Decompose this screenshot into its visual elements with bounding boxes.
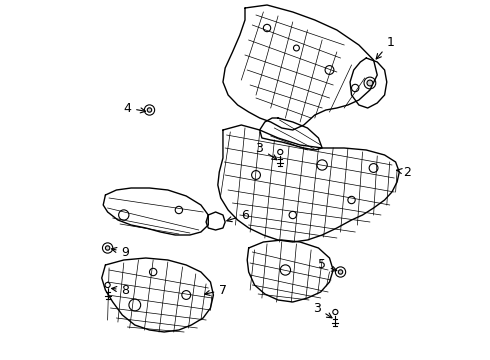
Text: 1: 1 <box>376 36 394 59</box>
Circle shape <box>333 310 338 315</box>
Circle shape <box>338 270 343 274</box>
Text: 5: 5 <box>318 258 337 271</box>
Circle shape <box>278 149 283 154</box>
Text: 8: 8 <box>112 284 129 297</box>
Text: 2: 2 <box>397 166 411 179</box>
Text: 7: 7 <box>205 284 227 297</box>
Polygon shape <box>102 258 214 332</box>
Polygon shape <box>350 58 387 108</box>
Text: 3: 3 <box>255 141 277 160</box>
Polygon shape <box>103 188 208 235</box>
Polygon shape <box>223 5 377 130</box>
Polygon shape <box>206 212 225 230</box>
Polygon shape <box>247 240 333 302</box>
Circle shape <box>335 267 345 277</box>
Circle shape <box>145 105 155 115</box>
Text: 9: 9 <box>112 246 129 258</box>
Text: 3: 3 <box>313 301 332 318</box>
Circle shape <box>105 283 110 288</box>
Circle shape <box>102 243 113 253</box>
Polygon shape <box>218 125 399 242</box>
Text: 4: 4 <box>123 102 146 114</box>
Circle shape <box>105 246 110 250</box>
Polygon shape <box>260 118 322 150</box>
Text: 6: 6 <box>227 208 249 222</box>
Circle shape <box>367 80 373 86</box>
Circle shape <box>147 108 152 112</box>
